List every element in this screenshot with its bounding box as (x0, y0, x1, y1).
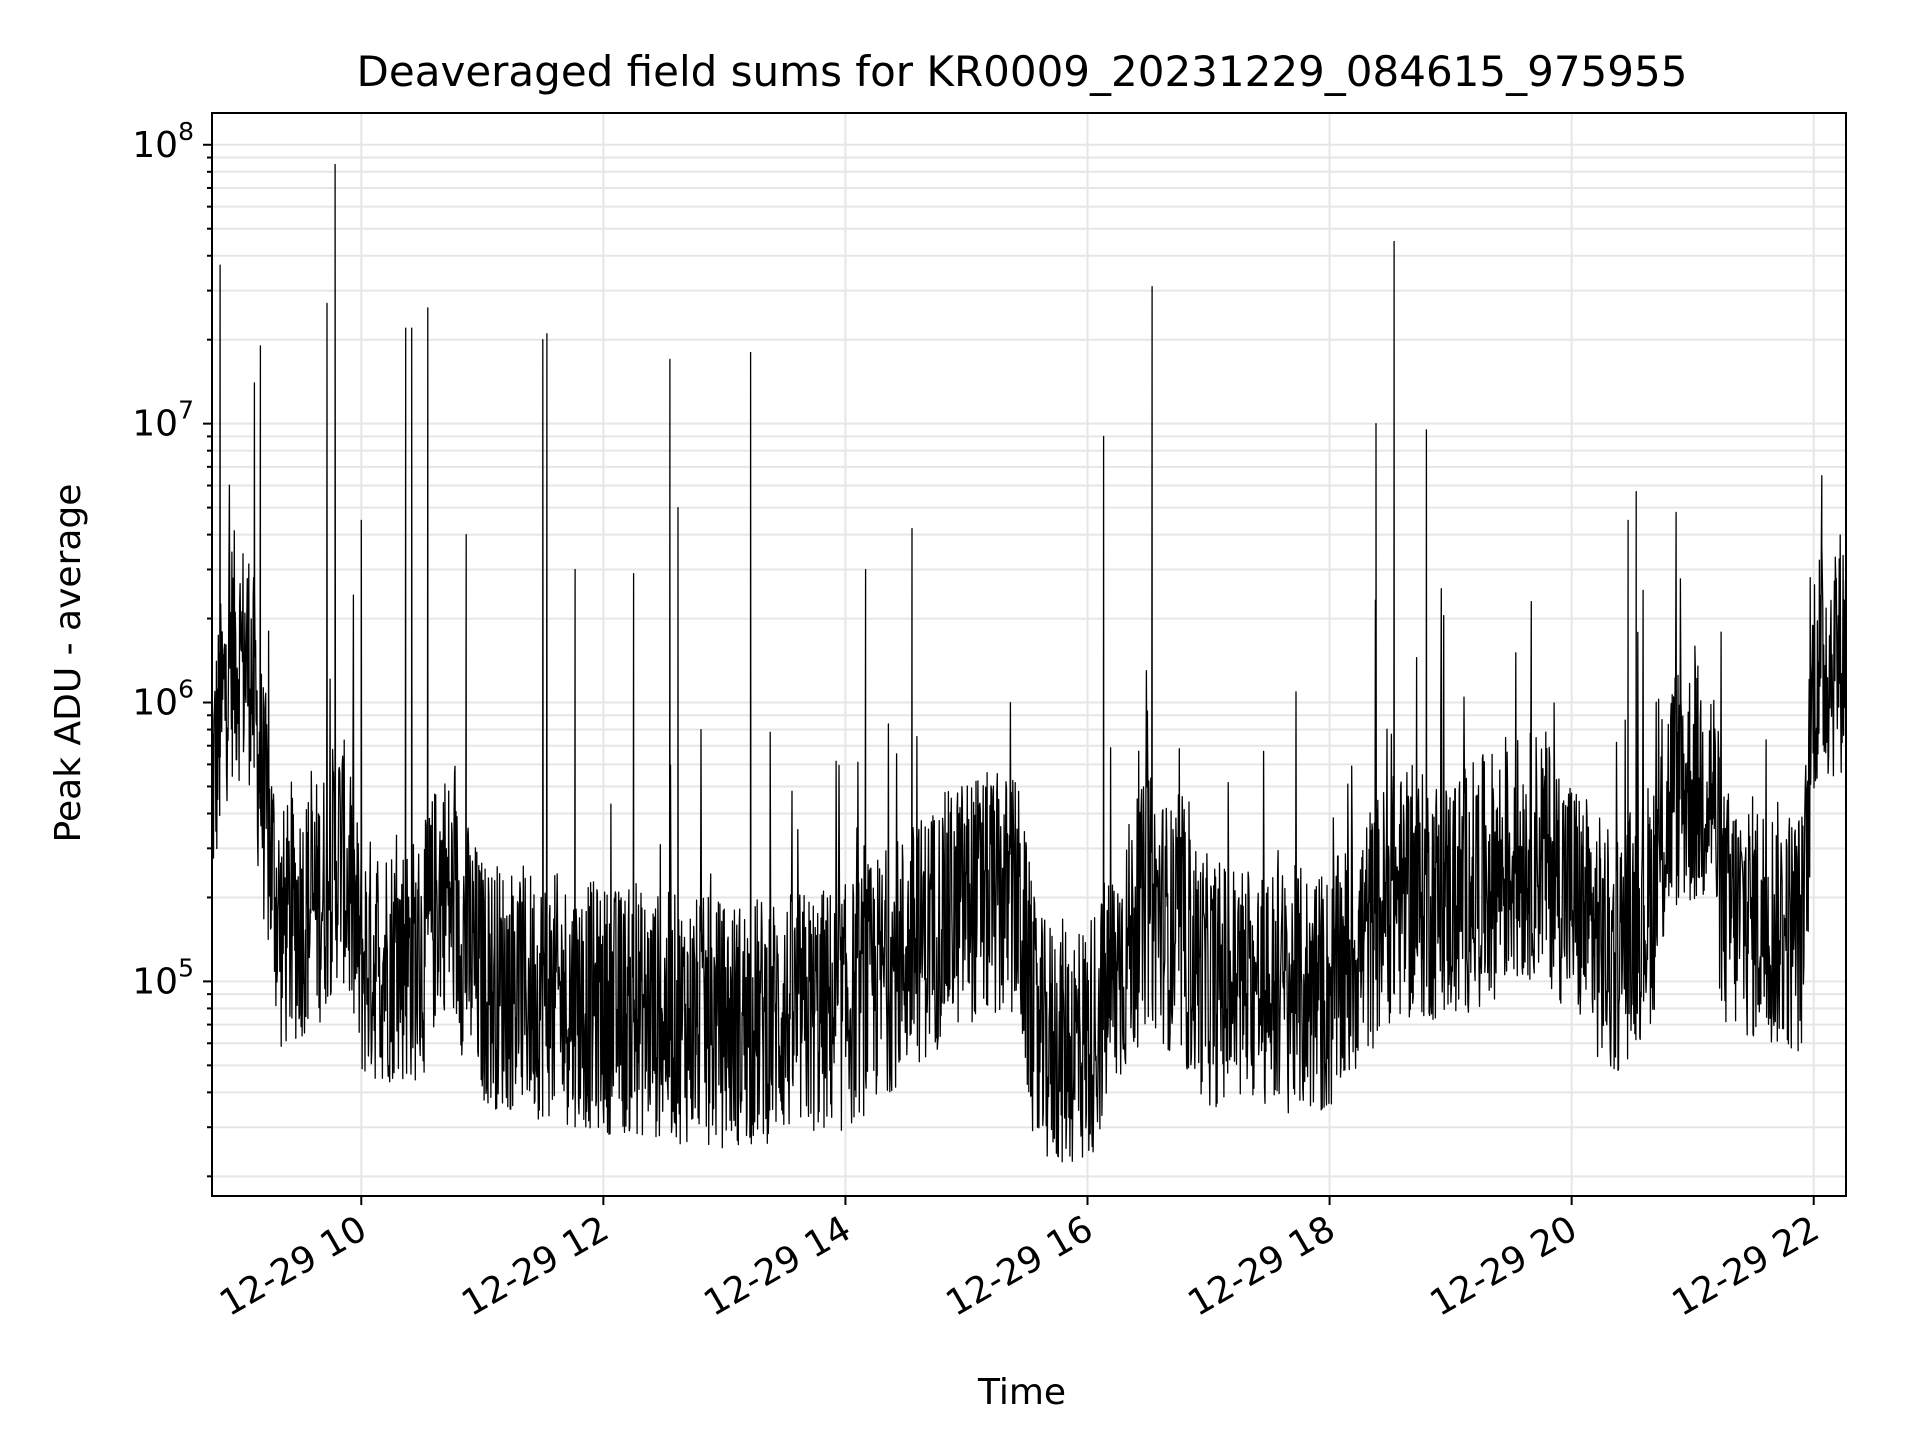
y-tick-base: 10 (132, 961, 178, 1002)
y-tick-base: 10 (132, 125, 178, 166)
x-axis-label: Time (977, 1372, 1066, 1413)
y-tick-base: 10 (132, 683, 178, 724)
y-tick-exponent: 5 (178, 953, 194, 982)
data-layer (211, 163, 1847, 1163)
y-axis-label: Peak ADU - average (48, 484, 89, 843)
y-tick-exponent: 8 (178, 117, 194, 146)
y-tick-label: 107 (132, 396, 194, 445)
series-line (211, 163, 1847, 1163)
y-tick-label: 106 (132, 675, 194, 724)
chart-title: Deaveraged field sums for KR0009_2023122… (357, 47, 1688, 96)
y-tick-exponent: 7 (178, 396, 194, 425)
y-tick-base: 10 (132, 404, 178, 445)
y-tick-label: 108 (132, 117, 194, 166)
y-tick-label: 105 (132, 953, 194, 1002)
y-tick-exponent: 6 (178, 675, 194, 704)
plot-frame (211, 112, 1847, 1197)
